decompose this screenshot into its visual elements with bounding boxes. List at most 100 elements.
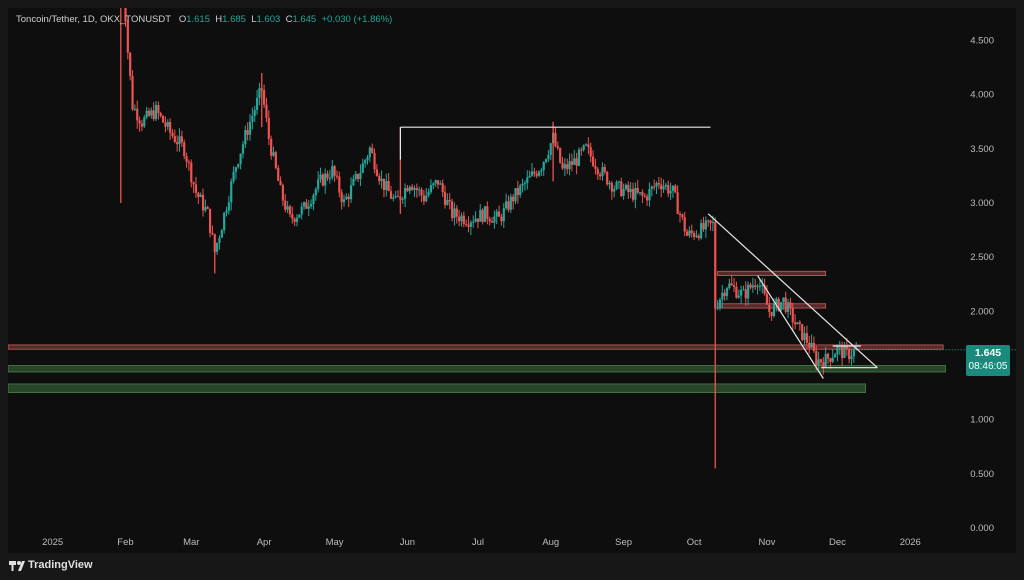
y-tick-label: 3.000 xyxy=(970,198,994,209)
candle-body xyxy=(516,188,519,195)
candle-body xyxy=(657,183,660,185)
candle-body xyxy=(375,169,378,176)
y-tick-label: 2.500 xyxy=(970,252,994,263)
candle-body xyxy=(669,190,672,194)
x-tick-label: May xyxy=(326,537,344,548)
y-tick-label: 0.500 xyxy=(970,469,994,480)
candle-body xyxy=(253,110,256,116)
candle-body xyxy=(380,178,383,182)
candle-body xyxy=(695,235,698,237)
candle-body xyxy=(434,180,437,184)
candle-body xyxy=(310,203,313,207)
candle-body xyxy=(528,175,531,178)
candle-body xyxy=(817,359,820,366)
candle-body xyxy=(124,8,127,22)
candle-body xyxy=(178,136,181,145)
candle-body xyxy=(270,138,273,156)
channel-upper-line xyxy=(707,213,878,369)
candle-body xyxy=(521,183,524,186)
candle-body xyxy=(796,322,799,325)
x-axis[interactable]: Dec2025FebMarAprMayJunJulAugSepOctNovDec… xyxy=(8,537,921,548)
candle-body xyxy=(302,202,306,207)
candle-body xyxy=(194,184,198,193)
change-value: +0.030 (+1.86%) xyxy=(321,14,393,25)
channel-lower-line xyxy=(757,275,824,379)
y-axis[interactable]: 0.0000.5001.0001.5002.0002.5003.0003.500… xyxy=(970,36,994,535)
candle-body xyxy=(453,208,456,218)
candle-body xyxy=(145,110,148,118)
candle-body xyxy=(826,353,830,359)
candle-body xyxy=(765,293,769,305)
x-tick-label: Dec xyxy=(829,537,846,548)
candle-body xyxy=(568,161,571,170)
candle-body xyxy=(584,144,588,146)
candle-body xyxy=(542,162,545,171)
candle-body xyxy=(389,191,393,199)
candle-body xyxy=(650,186,653,190)
candle-body xyxy=(279,180,282,186)
chart-svg[interactable]: 0.0000.5001.0001.5002.0002.5003.0003.500… xyxy=(8,8,1016,553)
candle-body xyxy=(443,192,447,205)
candle-body xyxy=(690,230,693,234)
candle-body xyxy=(692,233,696,237)
candle-body xyxy=(248,121,252,135)
candle-body xyxy=(591,156,595,166)
candle-body xyxy=(403,188,407,199)
candle-body xyxy=(136,108,139,121)
candle-body xyxy=(667,184,670,194)
candle-body xyxy=(739,289,743,296)
candle-body xyxy=(589,147,592,157)
candle-body xyxy=(234,167,238,172)
candle-body xyxy=(582,145,585,150)
candle-body xyxy=(805,333,808,343)
candle-body xyxy=(624,184,628,190)
candle-body xyxy=(563,164,566,169)
candle-body xyxy=(314,189,317,196)
candle-body xyxy=(371,147,374,153)
candle-body xyxy=(587,144,590,148)
symbol-legend[interactable]: Toncoin/Tether, 1D, OKX_TONUSDT O1.615 H… xyxy=(16,14,392,25)
candle-body xyxy=(326,173,329,179)
candle-body xyxy=(317,179,320,190)
tradingview-brand[interactable]: TradingView xyxy=(28,559,93,571)
candle-body xyxy=(850,356,853,360)
candle-body xyxy=(129,52,132,77)
candle-body xyxy=(331,166,334,178)
low-label: L xyxy=(251,14,257,25)
candle-body xyxy=(845,346,848,350)
candle-body xyxy=(364,160,367,164)
candle-body xyxy=(354,173,357,179)
candle-body xyxy=(634,187,637,200)
candle-body xyxy=(469,222,472,227)
candle-body xyxy=(241,144,245,154)
candle-body xyxy=(183,142,186,157)
close-label: C xyxy=(285,14,293,25)
candle-body xyxy=(349,185,353,200)
candle-body xyxy=(514,188,517,202)
x-tick-label: Nov xyxy=(758,537,775,548)
candle-body xyxy=(263,90,266,105)
candle-body xyxy=(556,146,559,149)
candle-body xyxy=(723,292,726,297)
candle-body xyxy=(154,105,158,120)
candle-body xyxy=(530,171,534,176)
candle-body xyxy=(671,185,675,191)
candle-body xyxy=(441,183,444,193)
candle-body xyxy=(401,198,404,200)
candle-body xyxy=(716,307,719,309)
tradingview-logo-icon[interactable] xyxy=(9,559,25,573)
candle-body xyxy=(190,162,193,183)
candle-body xyxy=(629,188,632,193)
candle-body xyxy=(509,196,512,210)
support-zone-lower xyxy=(8,383,867,393)
candle-body xyxy=(747,284,750,299)
candle-body xyxy=(664,184,668,187)
candle-body xyxy=(533,171,536,174)
chart-frame[interactable]: 0.0000.5001.0001.5002.0002.5003.0003.500… xyxy=(8,8,1016,553)
candle-body xyxy=(718,299,722,308)
candle-body xyxy=(836,346,839,355)
candle-body xyxy=(265,104,268,118)
symbol-name[interactable]: Toncoin/Tether, 1D, OKX_TONUSDT xyxy=(16,14,171,25)
candle-body xyxy=(385,181,388,190)
candle-body xyxy=(465,223,468,225)
